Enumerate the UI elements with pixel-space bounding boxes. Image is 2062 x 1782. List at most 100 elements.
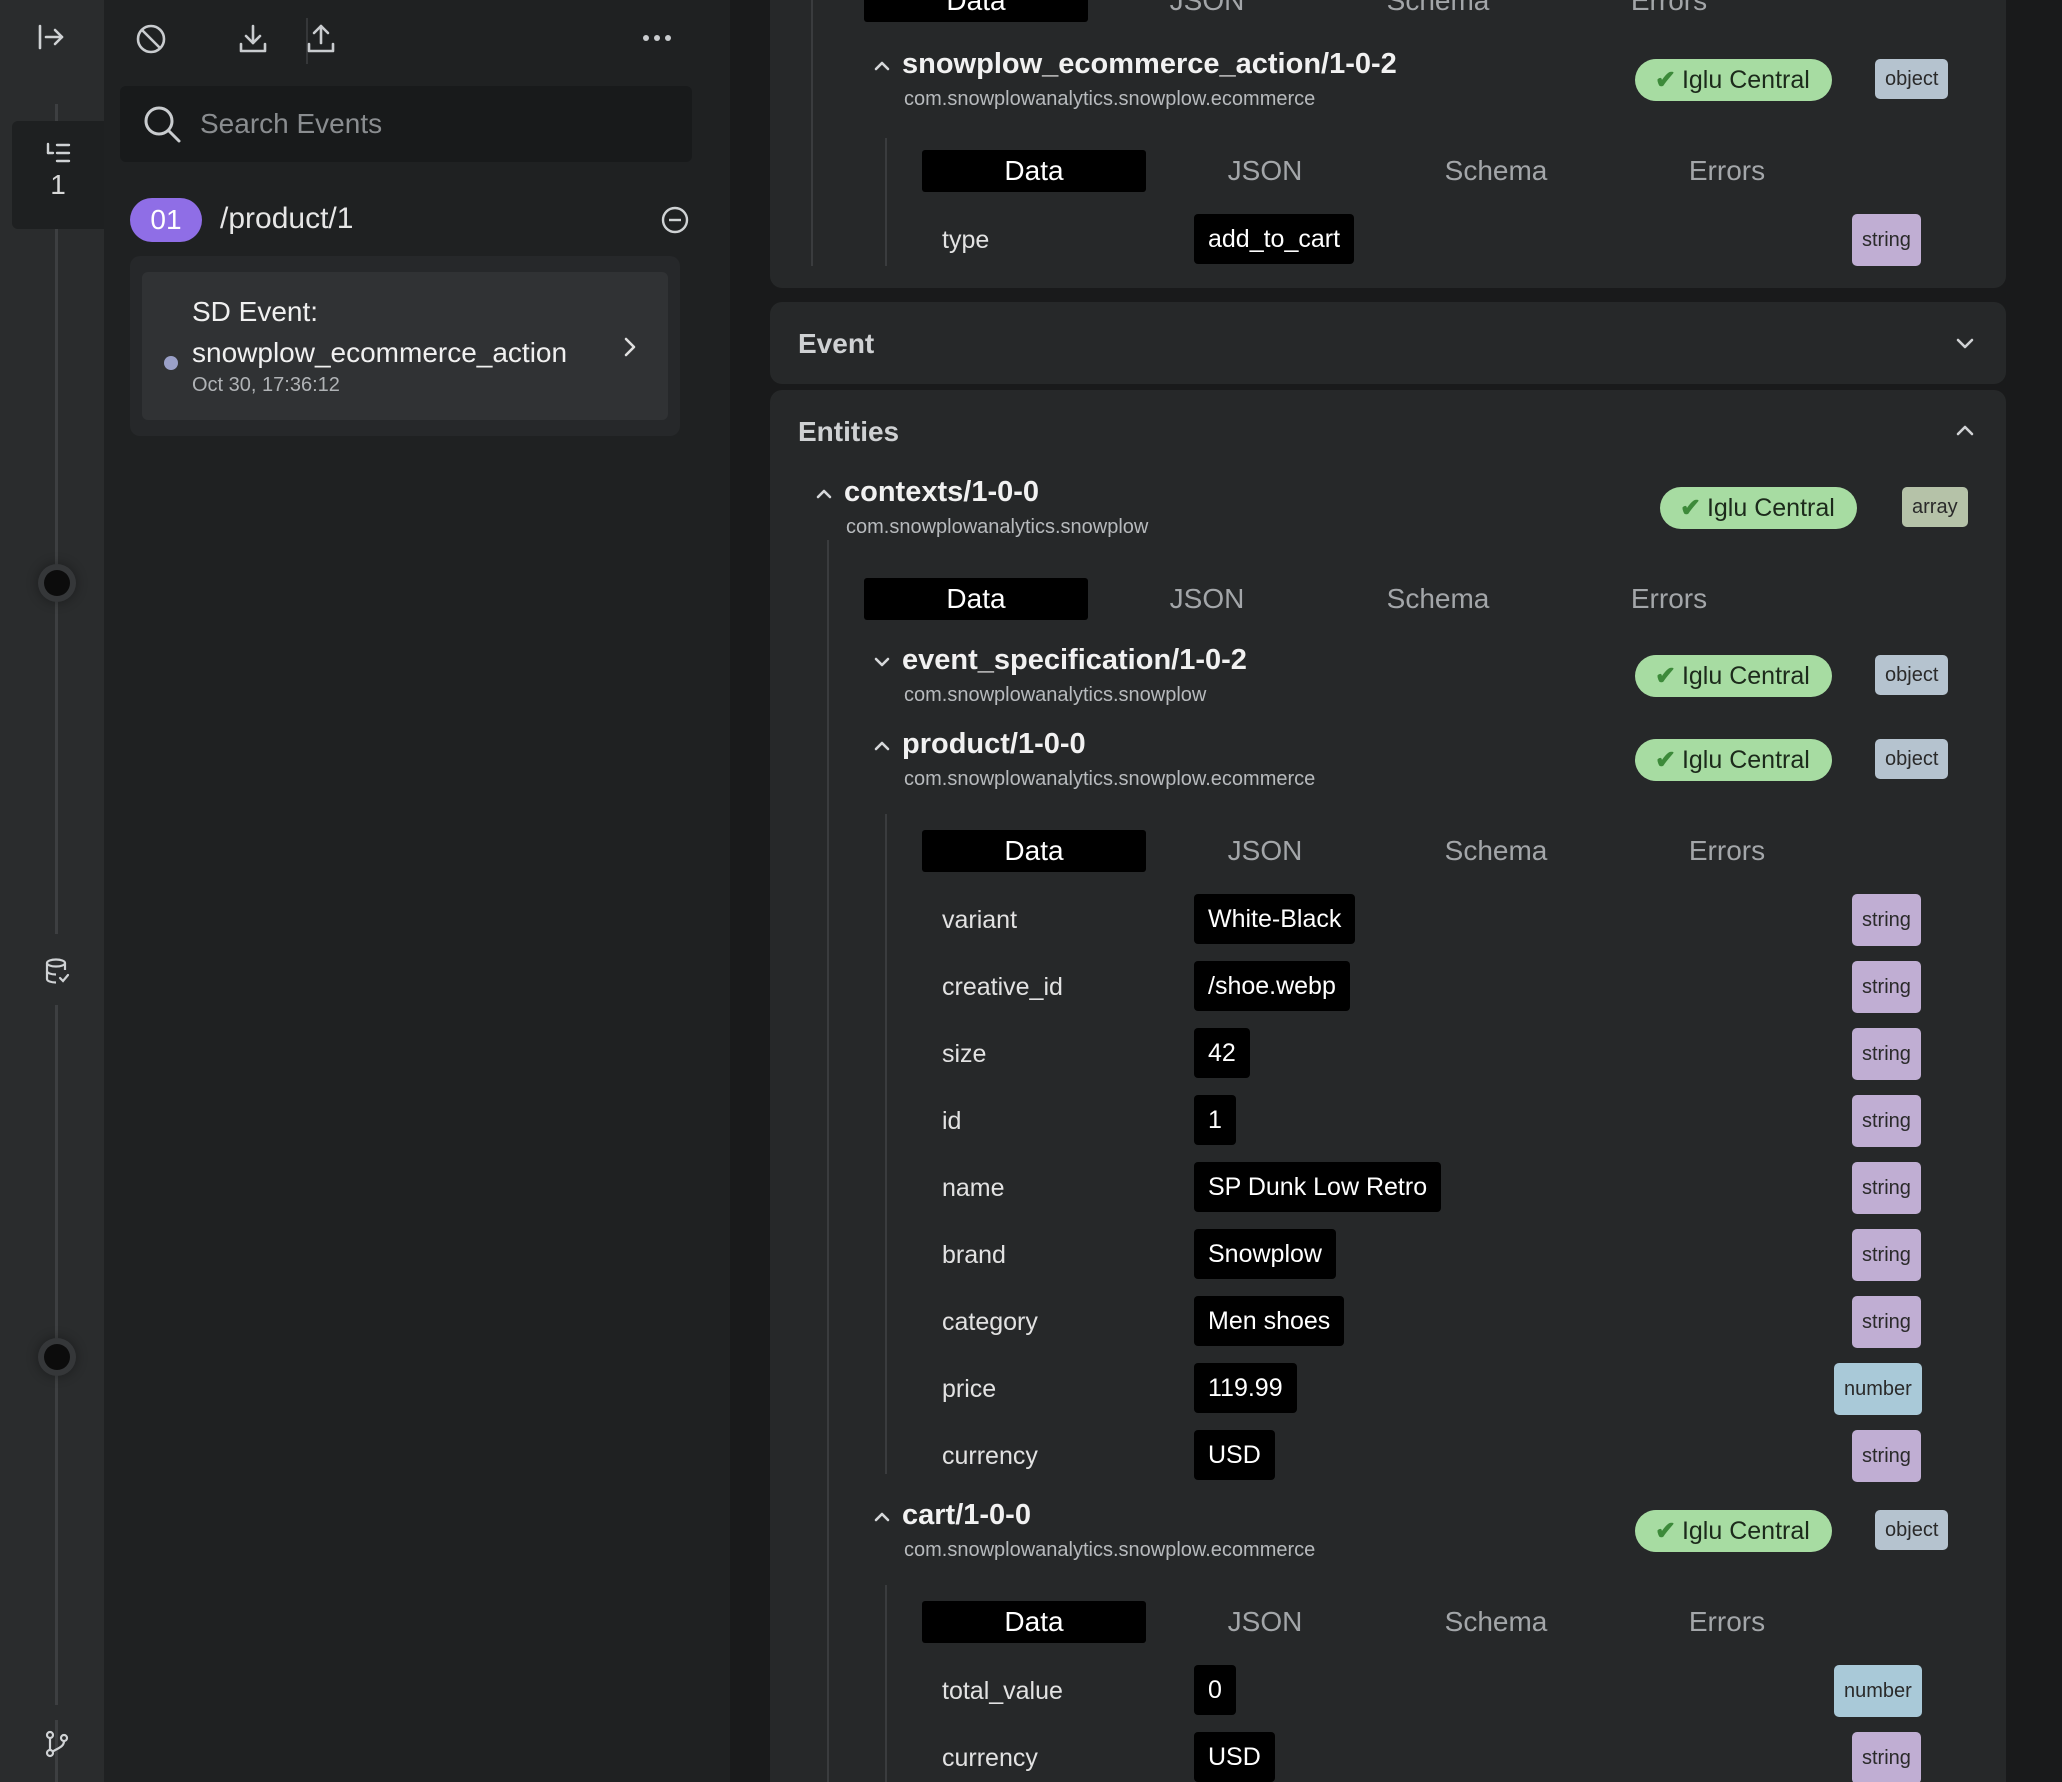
data-row: currency USD: [942, 1732, 1942, 1782]
chevron-up-icon[interactable]: [872, 736, 892, 761]
iglu-central-badge: ✔ Iglu Central: [1635, 655, 1832, 697]
download-icon[interactable]: [236, 22, 270, 61]
tree-line: [885, 814, 887, 1474]
collapse-group-icon[interactable]: [660, 205, 690, 240]
event-name: snowplow_ecommerce_action: [192, 337, 568, 368]
schema-vendor: com.snowplowanalytics.snowplow: [904, 684, 1207, 706]
tab-schema[interactable]: Schema: [1444, 835, 1548, 866]
schema-header[interactable]: cart/1-0-0 com.snowplowanalytics.snowplo…: [872, 1499, 1972, 1569]
event-list-item[interactable]: SD Event: snowplow_ecommerce_action Oct …: [142, 272, 668, 420]
type-tag: number: [1834, 1363, 1922, 1415]
type-tag: string: [1852, 1430, 1921, 1482]
iglu-central-badge: ✔ Iglu Central: [1660, 487, 1857, 529]
field-key: currency: [942, 1744, 1038, 1772]
field-value: White-Black: [1194, 894, 1356, 944]
field-value: USD: [1194, 1430, 1275, 1480]
tab-schema[interactable]: Schema: [1444, 155, 1548, 186]
branch-icon[interactable]: [44, 1730, 70, 1763]
tree-line: [827, 540, 829, 1782]
check-icon: ✔: [1655, 1517, 1676, 1545]
search-box: [120, 86, 692, 162]
timeline-marker: [44, 570, 70, 596]
data-row: id 1: [942, 1095, 1942, 1147]
schema-header[interactable]: contexts/1-0-0 com.snowplowanalytics.sno…: [814, 476, 1964, 546]
check-icon: ✔: [1680, 494, 1701, 522]
type-tag: string: [1852, 1162, 1921, 1214]
expand-panel-icon[interactable]: [36, 22, 66, 57]
schema-header[interactable]: event_specification/1-0-2 com.snowplowan…: [872, 644, 1972, 714]
iglu-central-badge: ✔ Iglu Central: [1635, 739, 1832, 781]
chevron-up-icon[interactable]: [872, 56, 892, 81]
iglu-central-badge: ✔ Iglu Central: [1635, 1510, 1832, 1552]
data-row: brand Snowplow: [942, 1229, 1942, 1281]
tab-bar: Data JSON Schema Errors: [922, 830, 1822, 872]
chevron-up-icon[interactable]: [814, 484, 834, 509]
type-tag: string: [1852, 214, 1921, 266]
tab-json[interactable]: JSON: [1227, 1606, 1303, 1637]
tab-json[interactable]: JSON: [1227, 155, 1303, 186]
tab-bar: Data JSON Schema Errors: [922, 1601, 1822, 1643]
type-tag: string: [1852, 894, 1921, 946]
schema-vendor: com.snowplowanalytics.snowplow.ecommerce: [904, 768, 1316, 790]
tab-schema[interactable]: Schema: [1386, 583, 1490, 614]
tab-errors[interactable]: Errors: [1630, 583, 1708, 614]
event-section[interactable]: Event: [770, 302, 2006, 384]
tab-errors[interactable]: Errors: [1630, 0, 1708, 16]
timeline-marker: [44, 1344, 70, 1370]
tab-bar: Data JSON Schema Errors: [864, 578, 1764, 620]
schema-header[interactable]: product/1-0-0 com.snowplowanalytics.snow…: [872, 728, 1972, 798]
tab-json[interactable]: JSON: [1169, 0, 1245, 16]
schema-vendor: com.snowplowanalytics.snowplow.ecommerce: [904, 1539, 1316, 1561]
type-tag: string: [1852, 961, 1921, 1013]
tab-data[interactable]: Data: [922, 830, 1146, 872]
type-tag: string: [1852, 1296, 1921, 1348]
database-icon[interactable]: [44, 958, 70, 991]
search-input[interactable]: [200, 102, 670, 146]
tab-schema[interactable]: Schema: [1444, 1606, 1548, 1637]
type-tag: array: [1902, 487, 1968, 527]
chevron-down-icon[interactable]: [872, 652, 892, 677]
type-tag: string: [1852, 1732, 1921, 1782]
badge-label: Iglu Central: [1681, 1517, 1810, 1545]
events-sidebar: 01 /product/1 SD Event: snowplow_ecommer…: [104, 0, 730, 1782]
page-group-header[interactable]: 01 /product/1: [130, 198, 690, 242]
field-key: type: [942, 226, 990, 254]
tab-errors[interactable]: Errors: [1688, 835, 1766, 866]
rail-item-events[interactable]: 1: [12, 121, 104, 229]
section-title: Event: [798, 328, 875, 359]
schema-vendor: com.snowplowanalytics.snowplow: [846, 516, 1149, 538]
schema-name: contexts/1-0-0: [844, 476, 1040, 508]
more-icon[interactable]: [642, 30, 672, 51]
event-count: 1: [50, 169, 66, 200]
tree-line: [885, 1585, 887, 1782]
badge-label: Iglu Central: [1681, 746, 1810, 774]
tab-errors[interactable]: Errors: [1688, 1606, 1766, 1637]
field-key: size: [942, 1040, 987, 1068]
chevron-up-icon[interactable]: [872, 1507, 892, 1532]
field-key: category: [942, 1308, 1038, 1336]
clear-icon[interactable]: [134, 22, 168, 61]
schema-vendor: com.snowplowanalytics.snowplow.ecommerce: [904, 88, 1316, 110]
data-row: total_value 0: [942, 1665, 1942, 1717]
entities-section: Entities contexts/1-0-0 com.snowplowanal…: [770, 390, 2006, 1782]
chevron-right-icon[interactable]: [620, 334, 640, 365]
tab-data[interactable]: Data: [864, 0, 1088, 22]
tab-schema[interactable]: Schema: [1386, 0, 1490, 16]
tab-bar: Data JSON Schema Errors: [864, 0, 1764, 22]
page-path: /product/1: [220, 202, 354, 235]
self-describing-event-panel: Data JSON Schema Errors snowplow_ecommer…: [770, 0, 2006, 288]
chevron-up-icon[interactable]: [1954, 420, 1976, 447]
tab-data[interactable]: Data: [922, 1601, 1146, 1643]
tab-data[interactable]: Data: [864, 578, 1088, 620]
chevron-down-icon[interactable]: [1954, 332, 1976, 359]
data-row: category Men shoes: [942, 1296, 1942, 1348]
schema-header[interactable]: snowplow_ecommerce_action/1-0-2 com.snow…: [872, 48, 1972, 118]
field-key: brand: [942, 1241, 1006, 1269]
field-value: 1: [1194, 1095, 1236, 1145]
tab-data[interactable]: Data: [922, 150, 1146, 192]
upload-icon[interactable]: [304, 22, 338, 61]
data-row: currency USD: [942, 1430, 1942, 1482]
tab-json[interactable]: JSON: [1169, 583, 1245, 614]
tab-errors[interactable]: Errors: [1688, 155, 1766, 186]
tab-json[interactable]: JSON: [1227, 835, 1303, 866]
